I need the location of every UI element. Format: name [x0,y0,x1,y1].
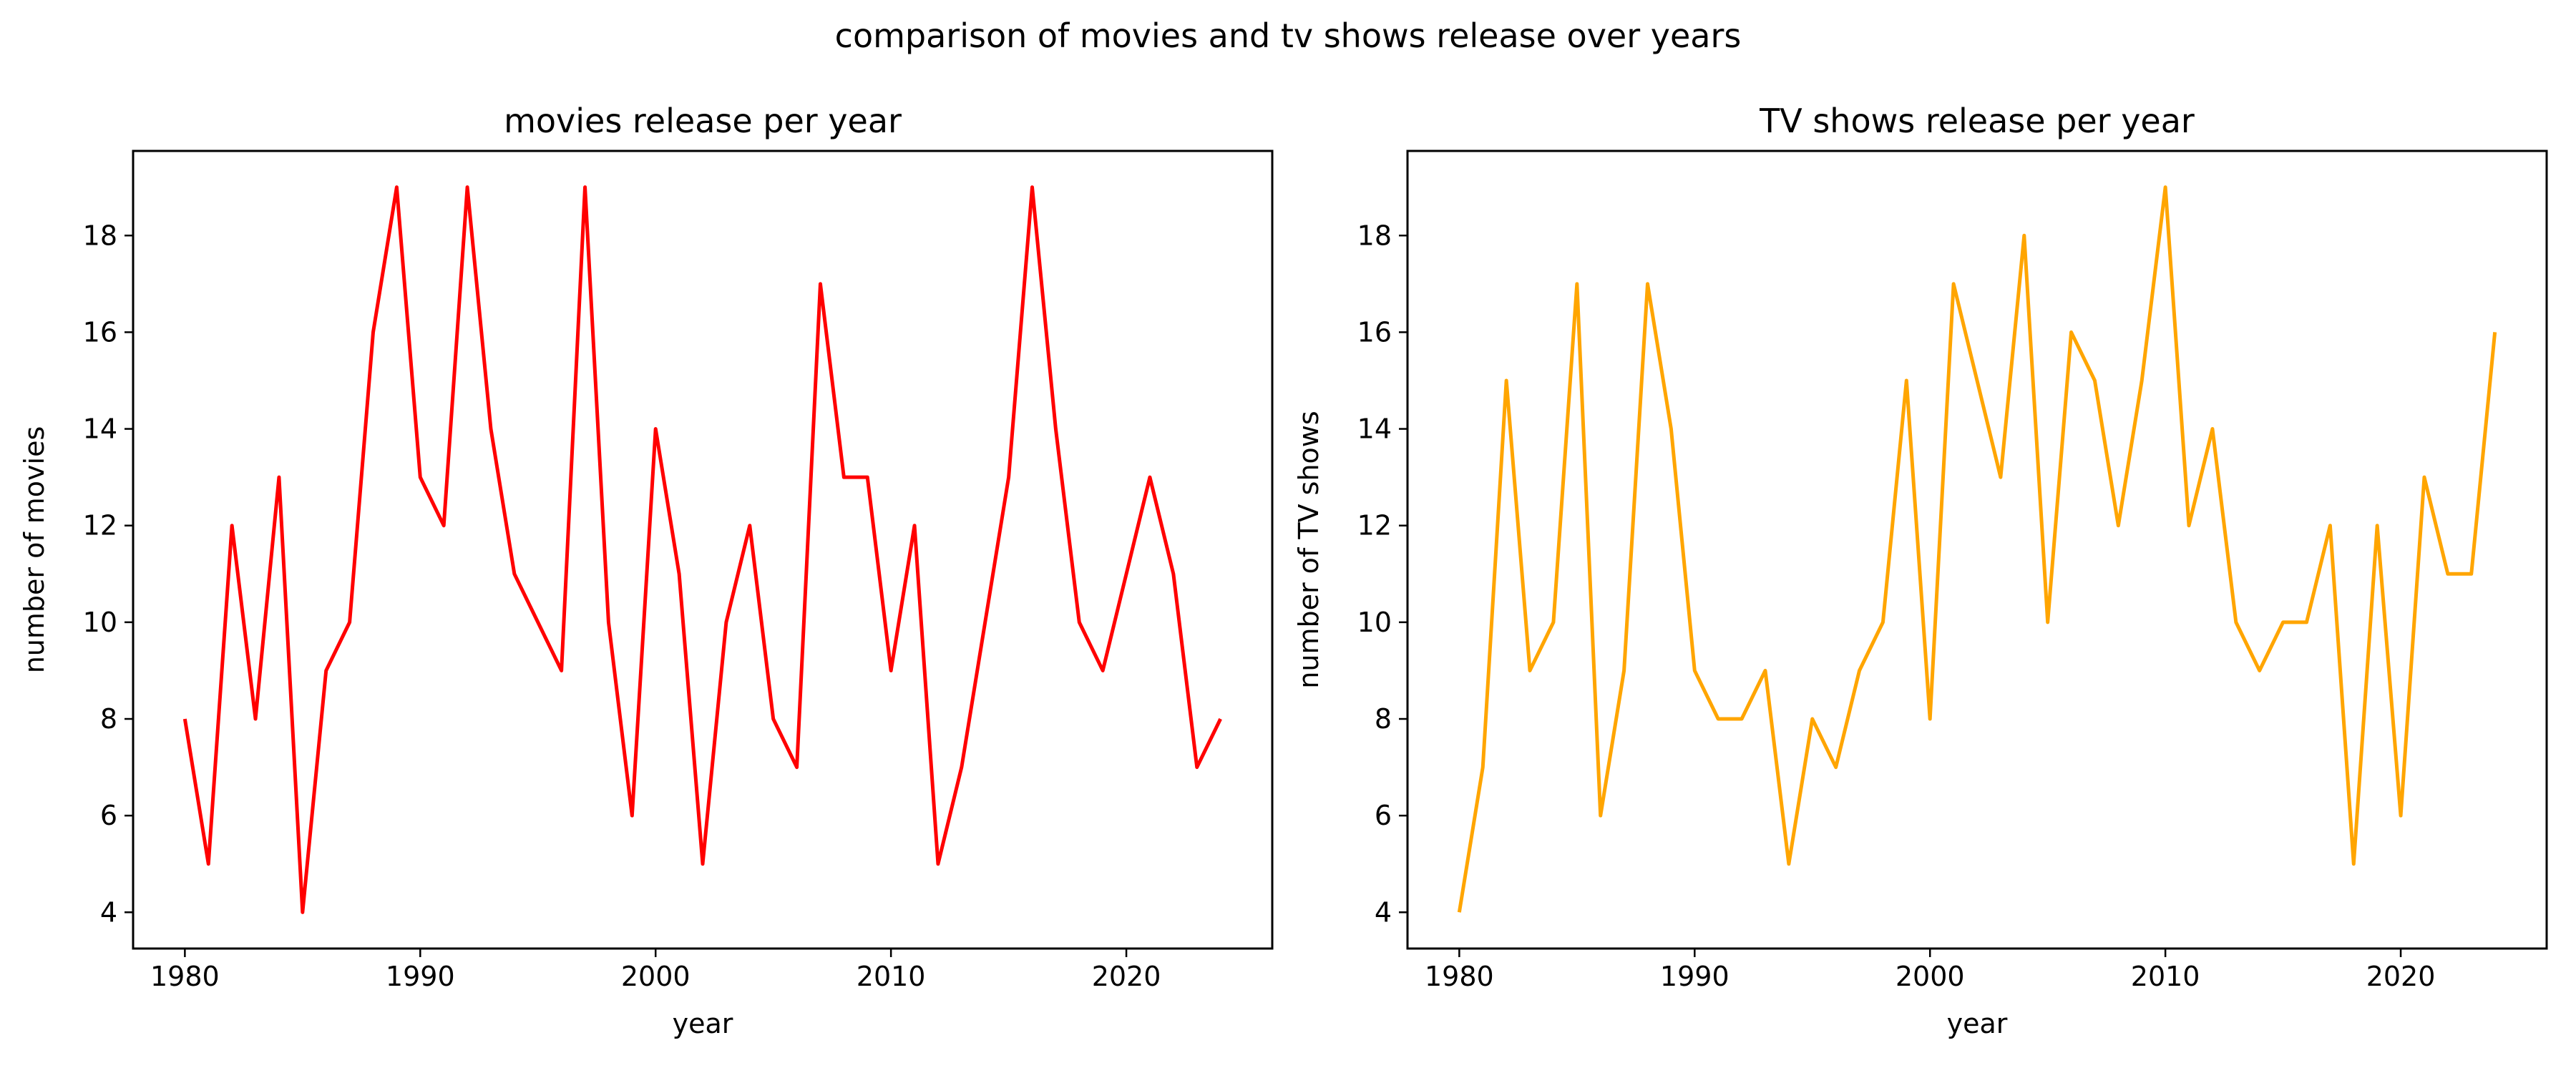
movies-x-axis-label: year [673,1008,733,1039]
tv-shows-series-line-0 [1457,185,2497,913]
tv-shows-subplot-title: TV shows release per year [1759,102,2195,140]
tv-shows-x-tick-label-2010: 2010 [2131,961,2200,992]
figure-title: comparison of movies and tv shows releas… [835,16,1742,55]
tv-shows-x-tick-label-2000: 2000 [1896,961,1965,992]
tv-shows-y-tick-label-18: 18 [1357,220,1392,251]
movies-y-axis-label: number of movies [19,426,50,674]
movies-y-tick-label-10: 10 [83,607,117,638]
tv-shows-y-tick-label-10: 10 [1357,607,1392,638]
movies-y-tick-label-16: 16 [83,316,117,348]
tv-shows-subplot: 1980 1990 2000 2010 2020 4 6 8 10 12 14 16 18 TV show… [1293,102,2548,1039]
movies-y-tick-label-12: 12 [83,510,117,542]
movies-y-tick-label-18: 18 [83,220,117,251]
movies-y-tick-label-6: 6 [100,800,117,831]
movies-axes-frame [132,150,1274,950]
tv-shows-x-axis-label: year [1947,1008,2008,1039]
movies-y-tick-label-4: 4 [100,896,117,928]
tv-shows-y-tick-label-8: 8 [1375,703,1392,735]
movies-x-tick-label-1990: 1990 [386,961,455,992]
tv-shows-y-tick-label-14: 14 [1357,413,1392,445]
movies-subplot: 1980 1990 2000 2010 2020 4 6 8 10 12 14 16 18 movies … [19,102,1274,1039]
movies-x-tick-label-2020: 2020 [1092,961,1161,992]
movies-x-tick-label-1980: 1980 [150,961,220,992]
tv-shows-y-axis-label: number of TV shows [1293,411,1324,688]
tv-shows-x-tick-label-2020: 2020 [2366,961,2436,992]
movies-x-tick-label-2000: 2000 [621,961,691,992]
tv-shows-axes-frame [1406,150,2548,950]
movies-x-tick-label-2010: 2010 [857,961,926,992]
movies-subplot-title: movies release per year [504,102,902,140]
movies-y-tick-label-8: 8 [100,703,117,735]
tv-shows-y-tick-label-6: 6 [1375,800,1392,831]
tv-shows-y-tick-label-16: 16 [1357,316,1392,348]
tv-shows-x-tick-label-1980: 1980 [1425,961,1494,992]
movies-series-line-0 [182,185,1222,914]
tv-shows-y-tick-label-12: 12 [1357,510,1392,542]
tv-shows-y-tick-label-4: 4 [1375,896,1392,928]
tv-shows-x-tick-label-1990: 1990 [1660,961,1729,992]
movies-y-tick-label-14: 14 [83,413,117,445]
